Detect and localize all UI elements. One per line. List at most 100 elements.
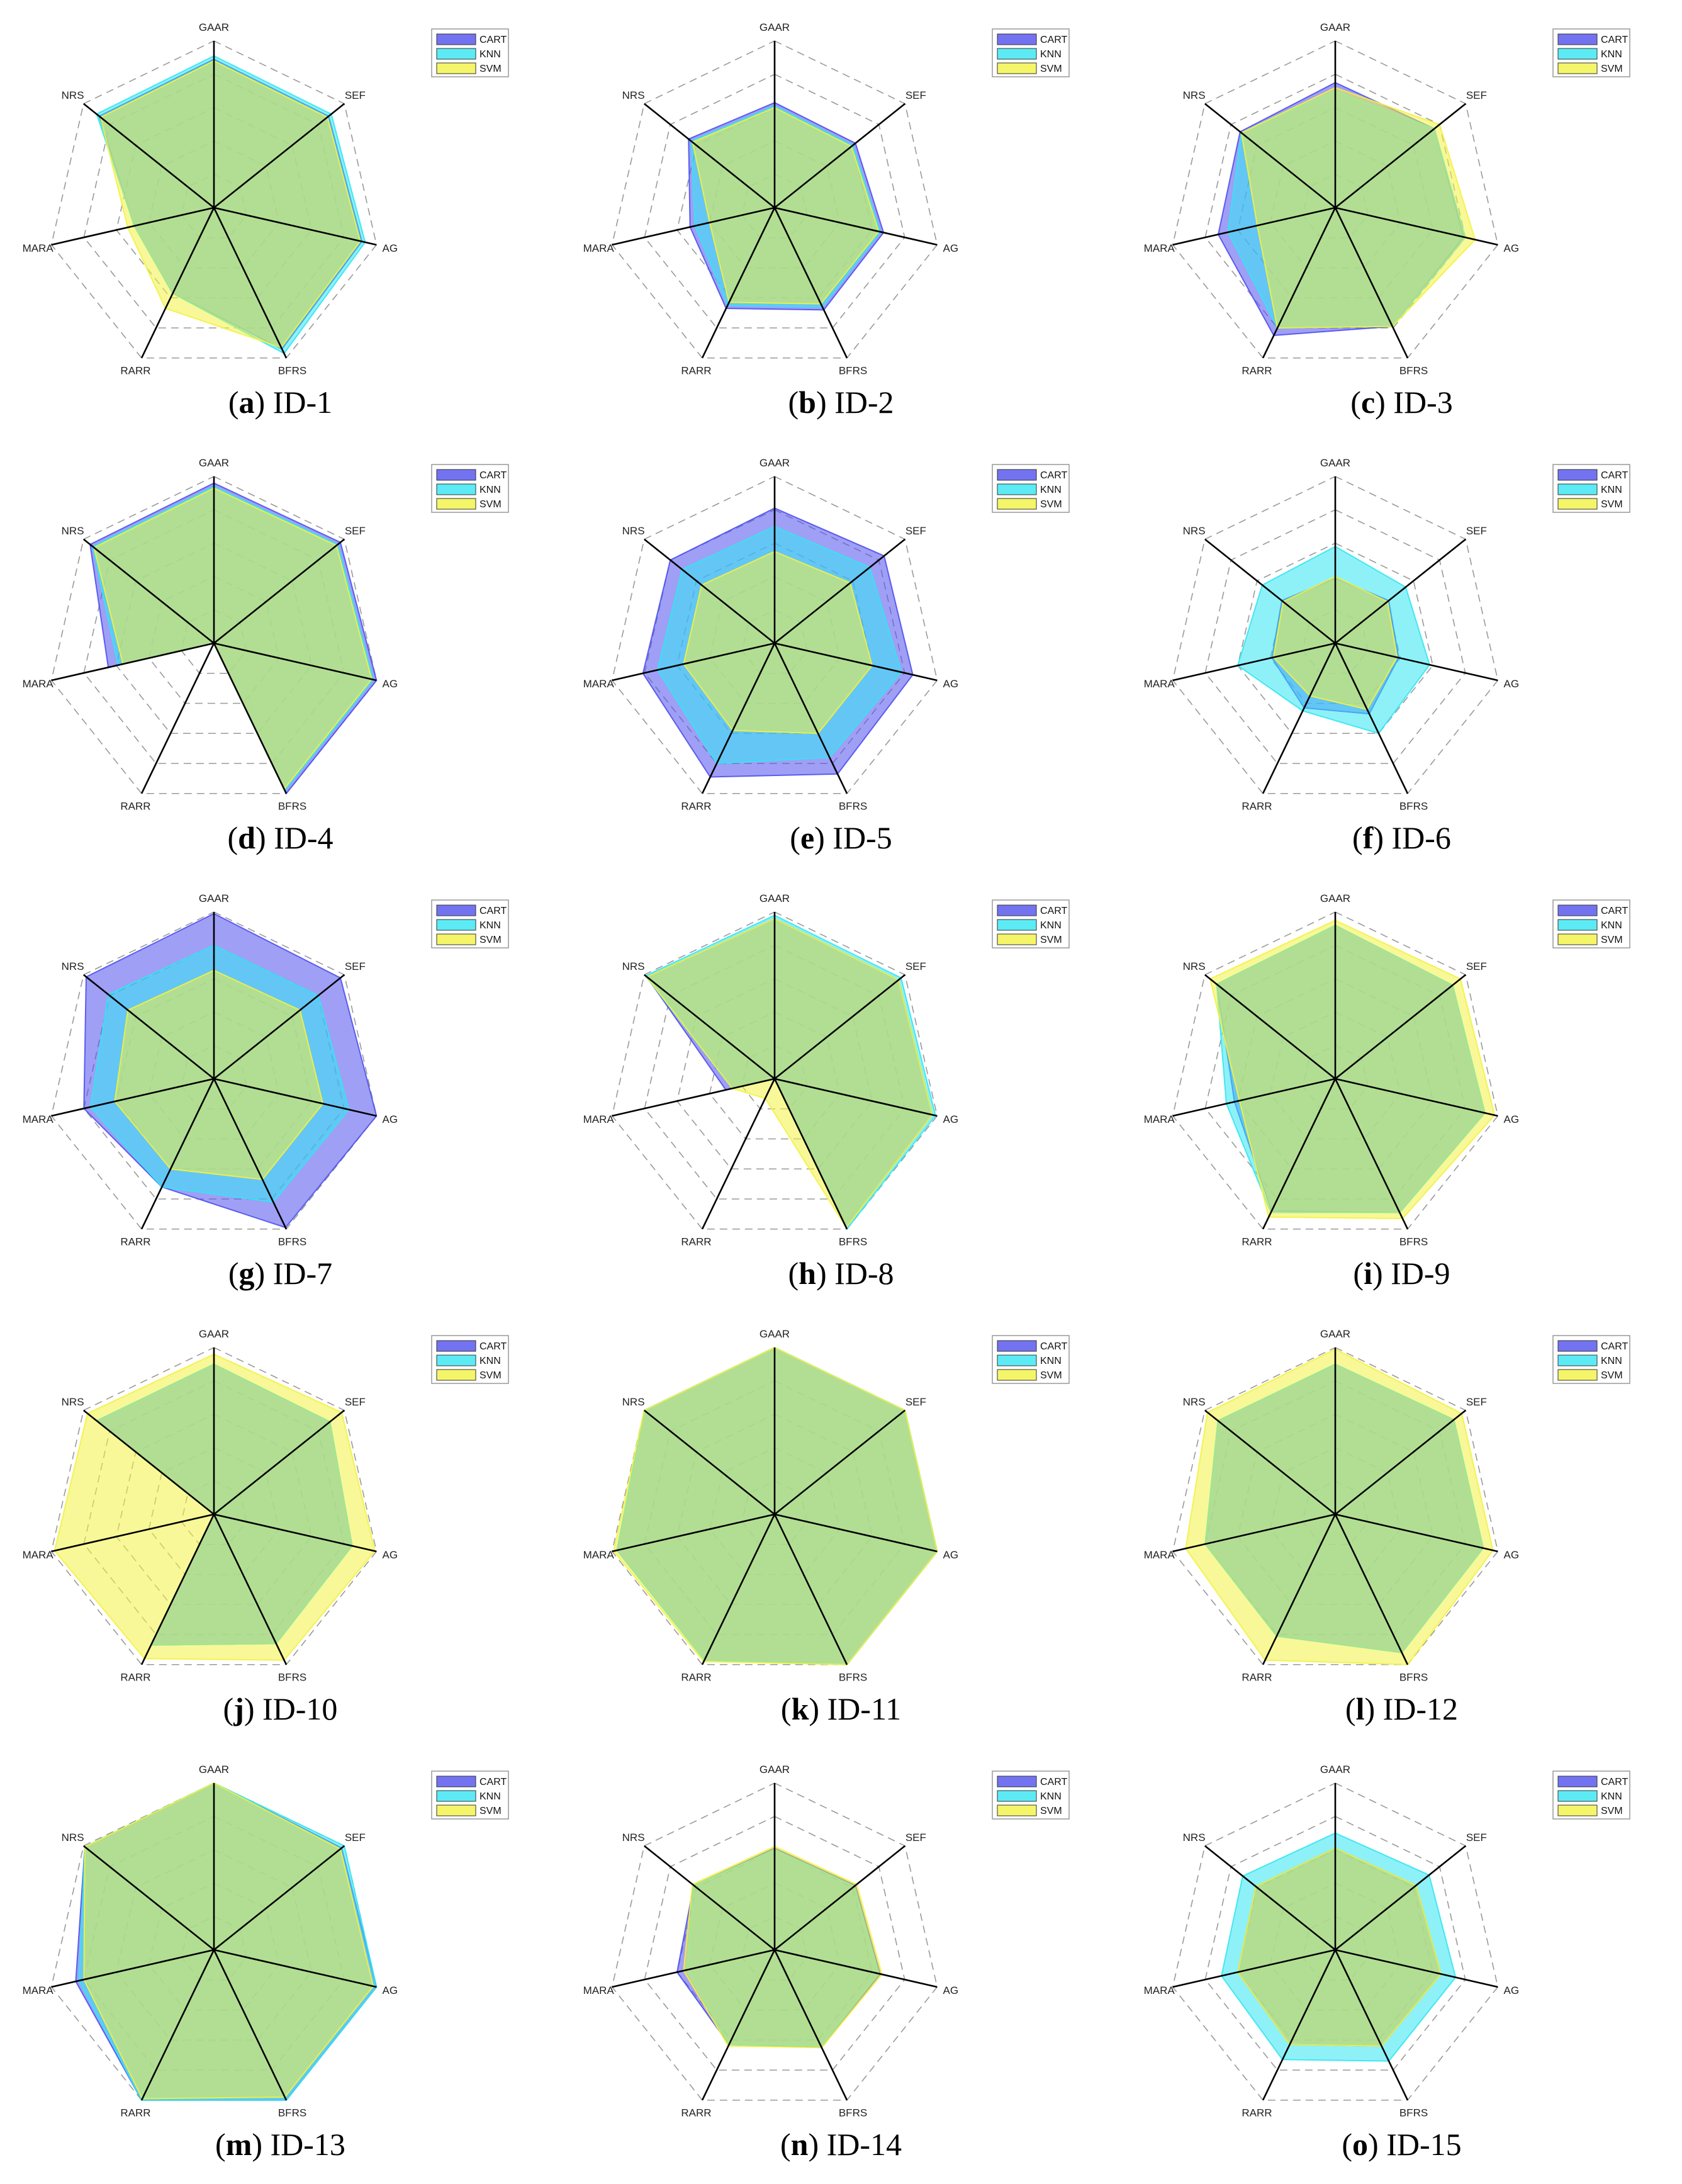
series-svm <box>1185 1348 1494 1665</box>
axis-line-mara <box>612 642 775 682</box>
legend-label-knn: KNN <box>479 920 501 931</box>
axis-line-nrs <box>83 538 215 645</box>
axis-label-gaar: GAAR <box>760 457 790 469</box>
legend-swatch-knn <box>997 1790 1037 1802</box>
axis-label-gaar: GAAR <box>1320 892 1350 904</box>
axes: GAAR SEF AG BFRS RARR MARA NRS <box>23 892 398 1248</box>
axis-label-bfrs: BFRS <box>278 1236 306 1248</box>
axis-label-nrs: NRS <box>1183 1832 1206 1843</box>
axis-line-sef <box>774 974 905 1080</box>
axis-line-rarr <box>1262 643 1337 794</box>
grid-ring <box>1172 1347 1499 1665</box>
caption-letter: a <box>238 385 255 420</box>
caption-id: ID-14 <box>826 2127 902 2162</box>
axis-label-rarr: RARR <box>681 365 711 377</box>
grid-ring <box>1237 543 1433 735</box>
legend-label-svm: SVM <box>1601 64 1623 74</box>
panel-caption: (g) ID-7 <box>228 1256 333 1291</box>
axis-label-ag: AG <box>943 242 959 254</box>
radar-chart: GAAR SEF AG BFRS RARR MARA NRS CART KNN SVM <box>1144 457 1630 813</box>
legend: CART KNN SVM <box>431 28 509 77</box>
series <box>676 1845 883 2049</box>
grid-ring <box>611 476 938 794</box>
legend-swatch-knn <box>1557 919 1598 931</box>
radar-panel-l: GAAR SEF AG BFRS RARR MARA NRS CART KNN SVM (l) ID… <box>1121 1313 1682 1748</box>
radar-panel-a: GAAR SEF AG BFRS RARR MARA NRS CART KNN SVM (a) ID… <box>0 6 561 442</box>
axis-line-sef <box>213 103 345 209</box>
axis-label-nrs: NRS <box>62 525 84 537</box>
axis-line-sef <box>1335 1845 1466 1951</box>
axis-label-gaar: GAAR <box>1320 21 1350 33</box>
grid-ring <box>644 945 905 1200</box>
grid-ring <box>50 40 378 359</box>
axis-line-sef <box>1335 538 1466 645</box>
axis-label-nrs: NRS <box>1183 525 1206 537</box>
axis-line-mara <box>1172 1078 1336 1117</box>
axis-label-rarr: RARR <box>120 2107 150 2119</box>
axis-label-sef: SEF <box>905 1832 926 1843</box>
axis-label-bfrs: BFRS <box>839 801 867 813</box>
axis-line-nrs <box>644 1409 775 1516</box>
grid-ring <box>1172 476 1499 794</box>
axis-label-sef: SEF <box>1466 1396 1487 1408</box>
axis-label-bfrs: BFRS <box>839 1672 867 1684</box>
axis-line-nrs <box>83 1409 215 1516</box>
axis-label-mara: MARA <box>1144 678 1175 690</box>
grid-ring <box>611 40 938 359</box>
axis-label-rarr: RARR <box>1242 1672 1272 1684</box>
series-svm <box>83 1782 374 2100</box>
legend-label-svm: SVM <box>479 935 502 945</box>
legend-label-cart: CART <box>1601 906 1628 916</box>
axis-line-ag <box>774 1949 938 1988</box>
axis-line-rarr <box>701 643 776 794</box>
radar-panel-k: GAAR SEF AG BFRS RARR MARA NRS CART KNN SVM (k) ID… <box>561 1313 1121 1748</box>
caption-id: ID-7 <box>272 1256 333 1291</box>
legend: CART KNN SVM <box>1552 1770 1630 1820</box>
axis-line-nrs <box>644 974 775 1080</box>
legend-swatch-cart <box>997 469 1037 481</box>
series <box>1209 920 1496 1220</box>
radar-panel-d: GAAR SEF AG BFRS RARR MARA NRS CART KNN SVM (d) ID… <box>0 442 561 877</box>
axis-label-gaar: GAAR <box>1320 1764 1350 1776</box>
radar-chart: GAAR SEF AG BFRS RARR MARA NRS CART KNN SVM <box>23 892 509 1248</box>
axis-label-sef: SEF <box>345 960 366 972</box>
axis-label-bfrs: BFRS <box>1399 1236 1428 1248</box>
axis-label-bfrs: BFRS <box>1399 1672 1428 1684</box>
panel-caption: (n) ID-14 <box>780 2127 902 2162</box>
axis-label-mara: MARA <box>23 678 54 690</box>
legend-swatch-svm <box>436 933 476 945</box>
caption-id: ID-13 <box>270 2127 345 2162</box>
axis-label-gaar: GAAR <box>760 1328 790 1340</box>
legend-label-svm: SVM <box>479 1806 502 1816</box>
legend-swatch-svm <box>1557 498 1598 510</box>
axis-label-nrs: NRS <box>1183 1396 1206 1408</box>
legend-label-knn: KNN <box>1601 49 1622 60</box>
radar-panel-h: GAAR SEF AG BFRS RARR MARA NRS CART KNN SVM (h) ID… <box>561 877 1121 1313</box>
axis-label-mara: MARA <box>23 1113 54 1125</box>
legend-label-svm: SVM <box>1601 1370 1623 1381</box>
axis-line-bfrs <box>213 1078 288 1230</box>
axis-line-mara <box>612 206 775 246</box>
axes: GAAR SEF AG BFRS RARR MARA NRS <box>1144 892 1519 1248</box>
legend: CART KNN SVM <box>431 1335 509 1384</box>
axis-label-bfrs: BFRS <box>839 365 867 377</box>
axis-line-ag <box>774 1513 938 1553</box>
legend-swatch-cart <box>436 33 476 45</box>
axis-label-rarr: RARR <box>120 801 150 813</box>
series <box>1236 546 1430 735</box>
legend-swatch-knn <box>436 1354 476 1366</box>
axis-label-rarr: RARR <box>1242 365 1272 377</box>
axis-label-mara: MARA <box>583 242 615 254</box>
radar-chart: GAAR SEF AG BFRS RARR MARA NRS CART KNN SVM <box>23 1328 509 1684</box>
axis-line-ag <box>1335 642 1498 682</box>
axis-line-sef <box>1335 1409 1466 1516</box>
legend-swatch-knn <box>436 48 476 60</box>
legend-swatch-knn <box>1557 483 1598 495</box>
axis-line-mara <box>1172 1949 1336 1988</box>
caption-letter: o <box>1352 2127 1369 2162</box>
legend-label-cart: CART <box>1601 1777 1628 1787</box>
axis-line-bfrs <box>213 643 288 794</box>
legend-swatch-knn <box>997 48 1037 60</box>
grid-ring <box>1172 40 1499 359</box>
legend-swatch-knn <box>997 1354 1037 1366</box>
